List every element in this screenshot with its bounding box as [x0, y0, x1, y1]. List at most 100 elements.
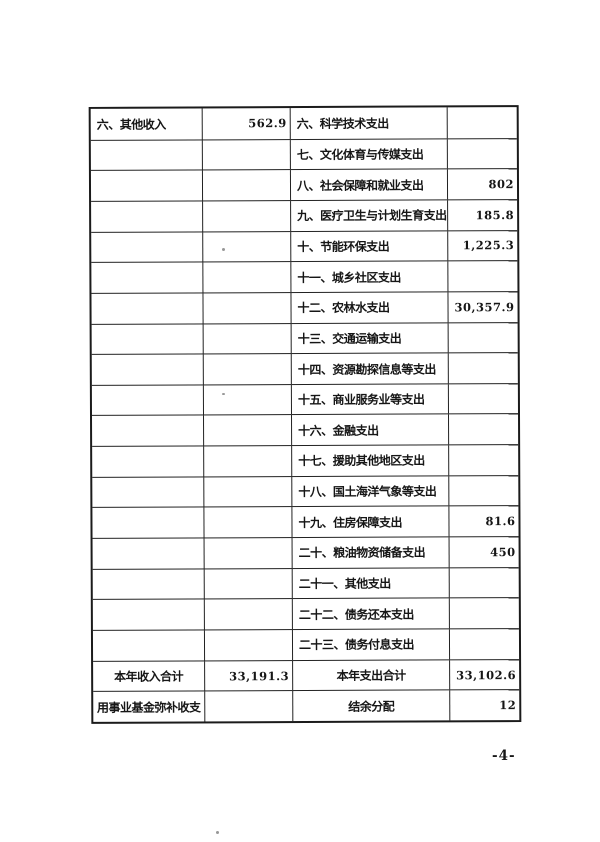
income-label-cell — [93, 630, 204, 660]
expenditure-label-cell: 十七、援助其他地区支出 — [291, 445, 449, 476]
budget-income-expenditure-table: 六、其他收入 562.9 六、科学技术支出 七、文化体育与传媒支出 八、社会保障… — [88, 105, 522, 724]
expenditure-value-cell: 12 — [449, 690, 520, 721]
expenditure-value-cell — [448, 598, 519, 629]
income-label-cell — [91, 140, 202, 170]
table-row: 十八、国土海洋气象等支出 — [92, 474, 519, 508]
scan-speck — [216, 831, 219, 834]
income-value-cell — [202, 231, 291, 262]
income-value-cell — [203, 507, 292, 538]
table-row: 二十二、债务还本支出 — [92, 597, 519, 630]
table-row: 十五、商业服务业等支出 — [91, 382, 518, 416]
expenditure-value-cell: 802 — [446, 169, 518, 200]
expenditure-value-cell: 81.6 — [448, 506, 519, 537]
table-row: 十九、住房保障支出 81.6 — [92, 505, 519, 539]
income-label-cell — [91, 293, 202, 323]
income-value-cell: 562.9 — [201, 108, 290, 140]
income-label-cell — [92, 385, 203, 415]
income-label-cell — [93, 600, 204, 630]
expenditure-value-cell — [448, 445, 519, 476]
expenditure-value-cell — [447, 261, 518, 292]
income-value-cell — [202, 262, 291, 293]
income-value-cell — [203, 476, 292, 507]
table-row: 十三、交通运输支出 — [91, 321, 518, 355]
expenditure-value-cell: 1,225.3 — [447, 230, 518, 261]
expenditure-value-cell — [448, 475, 519, 506]
income-label-cell — [92, 508, 203, 538]
expenditure-label-cell: 八、社会保障和就业支出 — [289, 169, 448, 201]
expenditure-label-cell: 九、医疗卫生与计划生育支出 — [290, 200, 448, 231]
table-row: 十六、金融支出 — [92, 413, 519, 447]
expenditure-value-cell: 450 — [448, 537, 519, 568]
expenditure-label-cell: 结余分配 — [292, 690, 450, 722]
expenditure-label-cell: 本年支出合计 — [292, 660, 450, 691]
expenditure-label-cell: 十二、农林水支出 — [290, 292, 448, 323]
expenditure-value-cell: 185.8 — [447, 200, 518, 230]
table-row: 六、其他收入 562.9 六、科学技术支出 — [91, 107, 517, 140]
table-row: 二十、粮油物资储备支出 450 — [92, 536, 519, 569]
scan-speck — [222, 393, 225, 395]
table-row: 七、文化体育与传媒支出 — [90, 137, 517, 171]
table-row: 十二、农林水支出 30,357.9 — [91, 290, 518, 324]
table-row: 十四、资源勘探信息等支出 — [91, 352, 518, 385]
income-value-cell — [203, 446, 292, 477]
income-label-cell — [93, 539, 204, 569]
income-label-cell — [92, 416, 203, 446]
income-value-cell — [202, 201, 291, 232]
table-row: 用事业基金弥补收支 结余分配 12 — [93, 689, 520, 722]
income-label-cell — [91, 171, 202, 201]
page-number: -4- — [492, 748, 516, 764]
expenditure-label-cell: 六、科学技术支出 — [289, 107, 447, 139]
income-label-cell: 用事业基金弥补收支 — [96, 700, 201, 715]
expenditure-label-cell: 二十、粮油物资储备支出 — [291, 537, 449, 568]
income-value-cell — [203, 630, 293, 661]
table-row: 本年收入合计 33,191.3 本年支出合计 33,102.6 — [93, 658, 520, 692]
expenditure-label-cell: 十一、城乡社区支出 — [290, 261, 448, 292]
table-row: 十一、城乡社区支出 — [91, 260, 518, 293]
expenditure-value-cell: 33,102.6 — [449, 659, 520, 690]
expenditure-value-cell: 30,357.9 — [447, 291, 518, 322]
table-row: 二十一、其他支出 — [92, 566, 519, 600]
expenditure-label-cell: 二十一、其他支出 — [291, 568, 449, 599]
expenditure-label-cell: 十、节能环保支出 — [290, 230, 448, 262]
income-label-cell — [92, 477, 203, 507]
expenditure-value-cell — [448, 567, 519, 598]
income-value-cell — [202, 323, 291, 354]
expenditure-value-cell — [446, 138, 517, 169]
expenditure-value-cell — [446, 107, 517, 139]
table-row: 十、节能环保支出 1,225.3 — [91, 229, 518, 263]
expenditure-label-cell: 十八、国土海洋气象等支出 — [291, 476, 449, 507]
expenditure-value-cell — [447, 383, 518, 414]
expenditure-value-cell — [447, 322, 518, 353]
income-label-cell — [92, 447, 203, 477]
scan-speck — [222, 248, 225, 251]
income-value-cell — [204, 691, 293, 722]
expenditure-label-cell: 十三、交通运输支出 — [290, 322, 448, 354]
income-label-cell — [91, 263, 202, 293]
income-value-cell — [202, 384, 292, 415]
income-label-cell — [92, 324, 203, 354]
expenditure-label-cell: 十六、金融支出 — [291, 414, 449, 446]
expenditure-label-cell: 二十三、债务付息支出 — [291, 629, 450, 660]
income-value-cell — [203, 415, 292, 446]
income-label-cell — [91, 232, 202, 262]
expenditure-value-cell — [448, 414, 519, 445]
table-row: 二十三、债务付息支出 — [92, 628, 520, 661]
income-value-cell — [201, 170, 291, 201]
income-value-cell — [202, 354, 291, 385]
income-value-cell — [203, 599, 292, 630]
income-value-cell — [203, 568, 292, 599]
expenditure-label-cell: 十四、资源勘探信息等支出 — [290, 353, 448, 384]
expenditure-label-cell: 十五、商业服务业等支出 — [290, 384, 448, 415]
expenditure-label-cell: 十九、住房保障支出 — [291, 506, 449, 538]
expenditure-value-cell — [448, 629, 520, 660]
income-value-cell — [203, 538, 292, 569]
expenditure-value-cell — [447, 353, 518, 384]
expenditure-label-cell: 七、文化体育与传媒支出 — [289, 139, 447, 170]
income-label-cell: 本年收入合计 — [114, 669, 184, 684]
income-value-cell: 33,191.3 — [204, 660, 293, 691]
income-label-cell — [93, 569, 204, 599]
income-label-cell — [92, 355, 203, 385]
income-value-cell — [201, 139, 290, 170]
expenditure-label-cell: 二十二、债务还本支出 — [291, 598, 449, 630]
